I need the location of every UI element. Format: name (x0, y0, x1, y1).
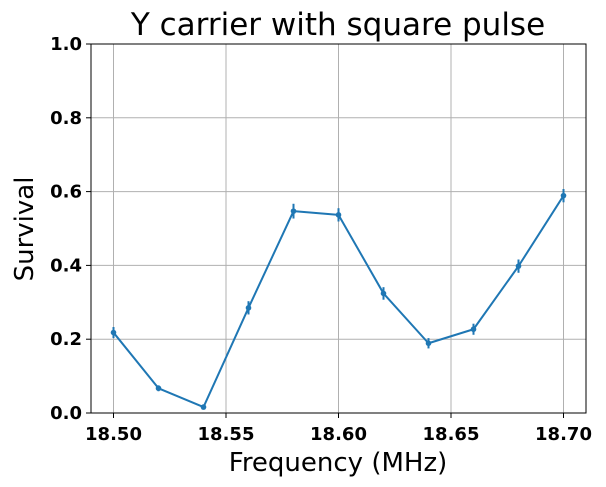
y-tick-label: 0.2 (50, 329, 82, 350)
x-axis-label: Frequency (MHz) (229, 448, 448, 478)
y-tick-label: 0.4 (50, 255, 82, 276)
y-tick-label: 0.8 (50, 108, 82, 129)
x-tick-label: 18.65 (423, 424, 480, 445)
data-point (110, 329, 117, 336)
data-point (515, 263, 522, 269)
x-tick-label: 18.50 (85, 424, 142, 445)
data-point (425, 340, 432, 347)
data-point (200, 404, 207, 410)
data-point (245, 305, 252, 311)
data-point (335, 212, 342, 218)
chart-title: Y carrier with square pulse (130, 7, 545, 43)
data-point (290, 208, 297, 214)
x-tick-label: 18.70 (535, 424, 592, 445)
grid (91, 43, 586, 414)
ticks: 18.50 18.55 18.60 18.65 18.70 0.0 0.2 0.4 0.6 0.8… (50, 34, 592, 445)
series-layer (110, 189, 567, 410)
x-tick-label: 18.60 (310, 424, 367, 445)
x-tick-label: 18.55 (198, 424, 255, 445)
y-tick-label: 0.0 (50, 403, 82, 424)
y-tick-label: 1.0 (50, 34, 82, 55)
y-axis-label: Survival (10, 177, 40, 282)
data-point (155, 385, 162, 392)
data-point (470, 326, 477, 333)
data-point (560, 192, 567, 199)
data-point (380, 290, 387, 297)
y-tick-label: 0.6 (50, 182, 82, 203)
